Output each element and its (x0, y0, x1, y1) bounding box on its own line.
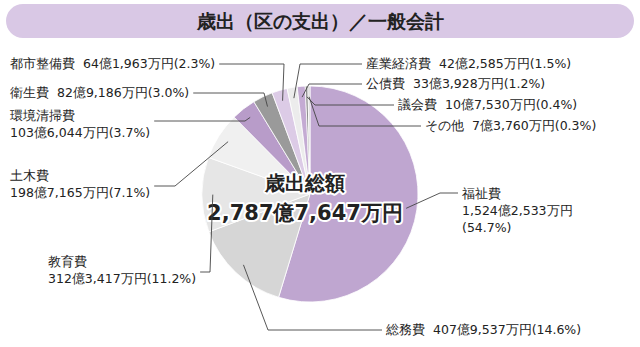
label-part: 教育費 (48, 254, 87, 269)
slice-label: その他 7億3,760万円(0.3%) (425, 118, 596, 133)
leader-line (219, 64, 284, 101)
label-part: 407億9,537万円 (433, 322, 532, 337)
title: 歳出（区の支出）／一般会計 (196, 10, 444, 32)
label-text: 103億6,044万円(3.7%) (10, 125, 150, 140)
center-total: 2,787億7,647万円 (207, 201, 403, 225)
label-part: (3.0%) (148, 85, 190, 100)
label-part: 33億3,928万円 (413, 76, 504, 91)
label-part: 土木費 (10, 168, 49, 183)
leader-line (243, 265, 382, 330)
label-part: (54.7%) (462, 220, 511, 235)
label-text: 都市整備費 64億1,963万円(2.3%) (10, 56, 215, 71)
slice-label: 教育費 312億3,417万円(11.2%) (48, 254, 196, 286)
label-text: 総務費 407億9,537万円(14.6%) (385, 322, 581, 337)
slice-label: 産業経済費 42億2,585万円(1.5%) (366, 56, 571, 71)
leader-line (294, 64, 362, 98)
label-part: (2.3%) (174, 56, 216, 71)
label-text: 衛生費 82億9,186万円(3.0%) (10, 85, 189, 100)
label-part: (11.2%) (147, 271, 196, 286)
label-part: 64億1,963万円 (83, 56, 174, 71)
label-part: (14.6%) (532, 322, 581, 337)
label-part: (3.7%) (109, 125, 151, 140)
label-part: (7.1%) (109, 185, 151, 200)
label-part: 7億3,760万円 (472, 118, 555, 133)
slice-label: 都市整備費 64億1,963万円(2.3%) (10, 56, 215, 71)
label-part: 1,524億2,533万円 (462, 203, 573, 218)
label-part: (1.5%) (530, 56, 572, 71)
label-part: (1.2%) (504, 76, 546, 91)
label-text: 312億3,417万円(11.2%) (48, 271, 196, 286)
label-text: 公債費 33億3,928万円(1.2%) (366, 76, 545, 91)
label-text: (54.7%) (462, 220, 511, 235)
label-part: 312億3,417万円 (48, 271, 147, 286)
slice-label: 公債費 33億3,928万円(1.2%) (366, 76, 545, 91)
slice-label: 福祉費 1,524億2,533万円 (54.7%) (462, 186, 573, 235)
leader-line (307, 97, 394, 105)
slice-label: 土木費 198億7,165万円(7.1%) (10, 168, 150, 200)
label-part: 10億7,530万円 (445, 97, 536, 112)
leaders (154, 64, 458, 330)
labels: 福祉費 1,524億2,533万円 (54.7%) 総務費 407億9,537万円(14… (10, 56, 596, 337)
label-text: 教育費 (48, 254, 87, 269)
label-text: その他 7億3,760万円(0.3%) (425, 118, 596, 133)
label-part: 総務費 (385, 322, 425, 337)
slice-label: 議会費 10億7,530万円(0.4%) (398, 97, 577, 112)
label-text: 産業経済費 42億2,585万円(1.5%) (366, 56, 571, 71)
label-text: 1,524億2,533万円 (462, 203, 573, 218)
slices (202, 86, 418, 302)
leader-line (193, 93, 267, 107)
label-part: (0.3%) (555, 118, 597, 133)
label-part: 82億9,186万円 (57, 85, 148, 100)
label-part: 福祉費 (462, 186, 501, 201)
slice-label: 総務費 407億9,537万円(14.6%) (385, 322, 581, 337)
label-part: 42億2,585万円 (439, 56, 530, 71)
title-band (6, 4, 634, 38)
label-text: 土木費 (10, 168, 49, 183)
leader-line (406, 193, 458, 208)
leader-line (154, 142, 228, 186)
label-text: 議会費 10億7,530万円(0.4%) (398, 97, 577, 112)
label-text: 198億7,165万円(7.1%) (10, 185, 150, 200)
label-text: 環境清掃費 (10, 108, 75, 123)
slice-label: 環境清掃費 103億6,044万円(3.7%) (10, 108, 150, 140)
chart: 歳出（区の支出）／一般会計歳出総額 2,787億7,647万円 福祉費 1,524億2… (0, 0, 640, 347)
label-part: (0.4%) (536, 97, 578, 112)
label-part: 環境清掃費 (10, 108, 75, 123)
slice-label: 衛生費 82億9,186万円(3.0%) (10, 85, 189, 100)
leader-line (154, 117, 250, 121)
label-part: 都市整備費 (10, 56, 75, 71)
label-text: 福祉費 (462, 186, 501, 201)
label-part: 103億6,044万円 (10, 125, 109, 140)
label-part: その他 (425, 118, 464, 133)
label-part: 衛生費 (10, 85, 49, 100)
label-part: 198億7,165万円 (10, 185, 109, 200)
center-title: 歳出総額 (264, 171, 345, 195)
label-part: 産業経済費 (366, 56, 431, 71)
label-part: 議会費 (398, 97, 437, 112)
leader-line (302, 84, 362, 97)
leader-line (200, 195, 213, 272)
label-part: 公債費 (366, 76, 405, 91)
